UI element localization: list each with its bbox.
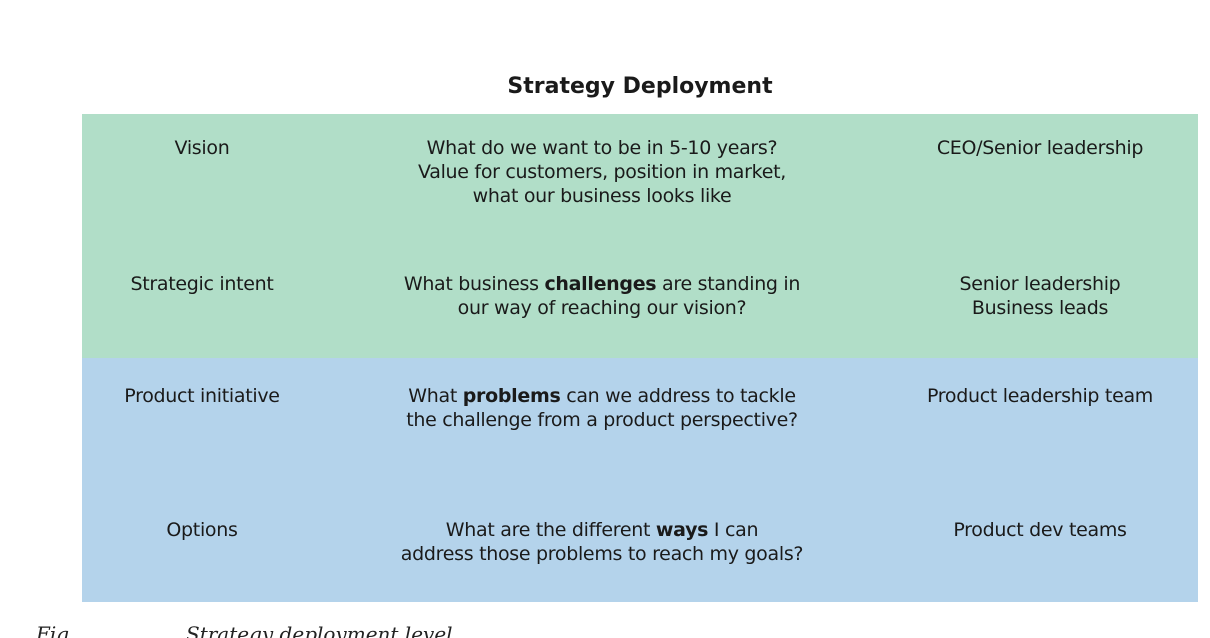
question-text: What are the different — [445, 519, 656, 541]
level-question: What problems can we address to tackle t… — [322, 384, 882, 432]
level-owner: Product leadership team — [926, 385, 1154, 407]
level-question: What are the different ways I can addres… — [322, 518, 882, 566]
question-text: I can address those problems to reach my… — [400, 519, 804, 565]
product-band: Product initiative What problems can we … — [82, 358, 1198, 602]
question-keyword: problems — [462, 385, 561, 407]
question-text: can we address to tackle the challenge f… — [406, 385, 798, 431]
level-question: What do we want to be in 5-10 years? Val… — [418, 137, 786, 207]
figure-title: Strategy Deployment — [507, 74, 773, 99]
level-label: Vision — [174, 137, 230, 159]
level-label: Product initiative — [124, 385, 280, 407]
level-owner: CEO/Senior leadership — [936, 137, 1144, 159]
caption-text: Strategy deployment level — [186, 622, 453, 638]
question-text: What business — [403, 273, 545, 295]
strategy-band: Vision What do we want to be in 5-10 yea… — [82, 114, 1198, 358]
row-options: Options What are the different ways I ca… — [82, 518, 1198, 566]
caption-lead: Fig — [36, 622, 70, 638]
row-product-initiative: Product initiative What problems can we … — [82, 384, 1198, 432]
level-label: Strategic intent — [130, 273, 274, 295]
level-question: What business challenges are standing in… — [322, 272, 882, 320]
row-vision: Vision What do we want to be in 5-10 yea… — [82, 136, 1198, 208]
level-owner: Product dev teams — [953, 519, 1127, 541]
question-text: are standing in our way of reaching our … — [457, 273, 801, 319]
level-owner: Senior leadership Business leads — [959, 273, 1121, 319]
question-keyword: ways — [655, 519, 709, 541]
figure-caption: Fig Strategy deployment level — [36, 622, 453, 638]
row-strategic-intent: Strategic intent What business challenge… — [82, 272, 1198, 320]
level-label: Options — [166, 519, 238, 541]
question-keyword: challenges — [544, 273, 657, 295]
question-text: What — [408, 385, 463, 407]
